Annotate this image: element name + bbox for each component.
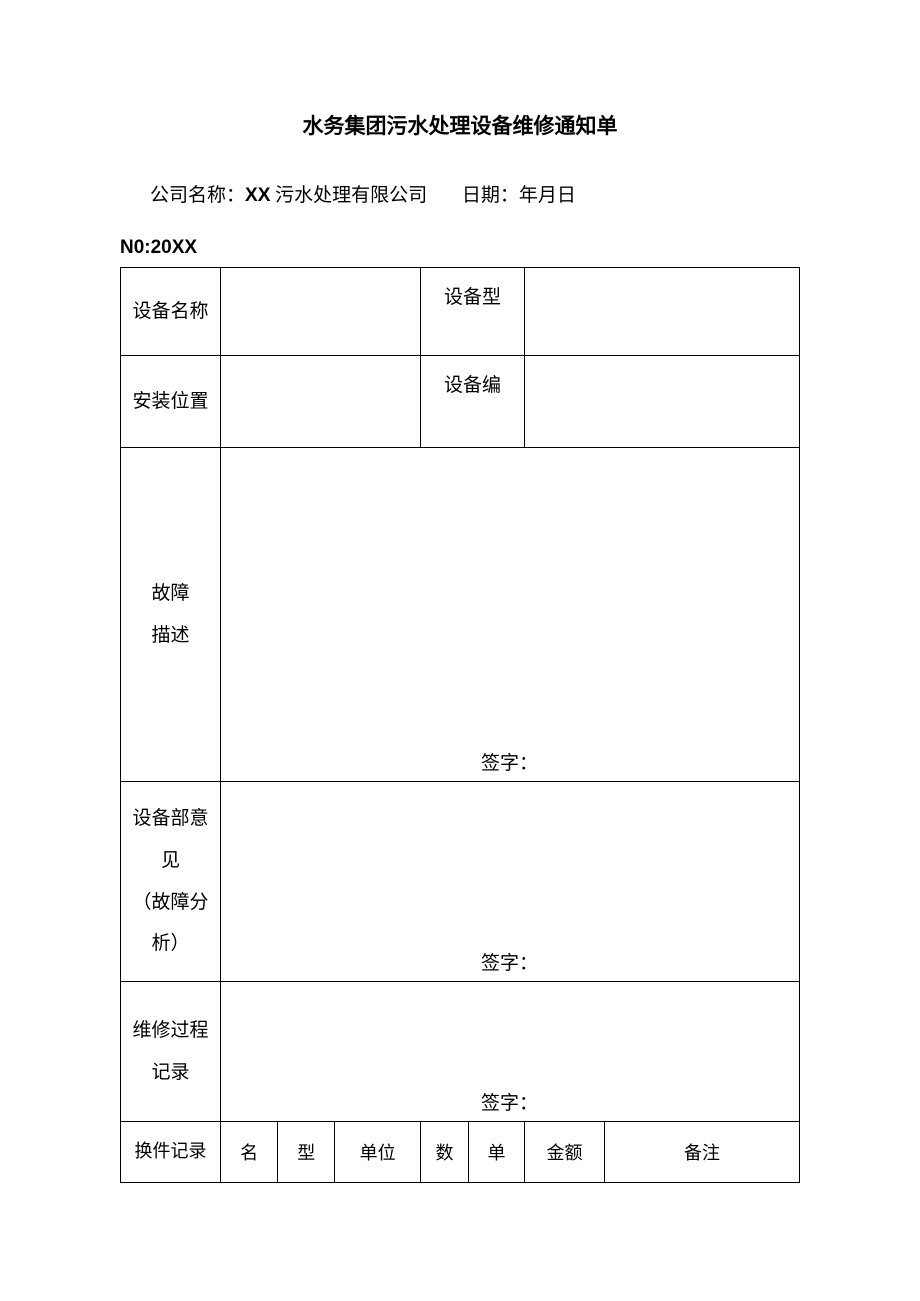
repair-record-value: 签字： xyxy=(221,982,800,1122)
dept-opinion-line2: 见 xyxy=(129,840,212,882)
header-line: 公司名称：XX 污水处理有限公司 日期：年月日 xyxy=(120,180,800,207)
equipment-model-label: 设备型 xyxy=(421,268,525,356)
dept-opinion-label: 设备部意 见 （故障分 析） xyxy=(121,782,221,982)
parts-col-model: 型 xyxy=(278,1122,335,1183)
company-name-bold: XX xyxy=(245,185,270,206)
signature-label: 签字： xyxy=(481,1093,538,1114)
parts-record-label: 换件记录 xyxy=(121,1122,221,1183)
table-row: 安装位置 设备编 xyxy=(121,356,800,448)
dept-opinion-line4: 析） xyxy=(129,923,212,965)
date-label: 日期：年月日 xyxy=(462,185,576,206)
signature-label: 签字： xyxy=(481,953,538,974)
table-row: 维修过程 记录 签字： xyxy=(121,982,800,1122)
repair-record-label: 维修过程 记录 xyxy=(121,982,221,1122)
company-label: 公司名称： xyxy=(150,185,245,206)
parts-col-price: 单 xyxy=(469,1122,525,1183)
equipment-name-label: 设备名称 xyxy=(121,268,221,356)
equipment-code-value xyxy=(525,356,800,448)
install-location-label: 安装位置 xyxy=(121,356,221,448)
equipment-code-label: 设备编 xyxy=(421,356,525,448)
fault-desc-line2: 描述 xyxy=(129,615,212,657)
dept-opinion-line3: （故障分 xyxy=(129,882,212,924)
maintenance-form-table: 设备名称 设备型 安装位置 设备编 故障 描述 签字： 设备部意 见 （故障分 … xyxy=(120,267,800,1183)
equipment-name-value xyxy=(221,268,421,356)
dept-opinion-line1: 设备部意 xyxy=(129,798,212,840)
parts-col-remark: 备注 xyxy=(605,1122,800,1183)
repair-record-line1: 维修过程 xyxy=(129,1010,212,1052)
dept-opinion-value: 签字： xyxy=(221,782,800,982)
equipment-model-value xyxy=(525,268,800,356)
repair-record-line2: 记录 xyxy=(129,1052,212,1094)
company-suffix: 污水处理有限公司 xyxy=(270,185,427,206)
install-location-value xyxy=(221,356,421,448)
table-row: 换件记录 名 型 单位 数 单 金额 备注 xyxy=(121,1122,800,1183)
table-row: 设备部意 见 （故障分 析） 签字： xyxy=(121,782,800,982)
document-number: N0:20XX xyxy=(120,237,800,259)
table-row: 设备名称 设备型 xyxy=(121,268,800,356)
parts-col-qty: 数 xyxy=(421,1122,469,1183)
parts-col-amount: 金额 xyxy=(525,1122,605,1183)
table-row: 故障 描述 签字： xyxy=(121,448,800,782)
fault-description-value: 签字： xyxy=(221,448,800,782)
parts-col-name: 名 xyxy=(221,1122,278,1183)
parts-col-unit: 单位 xyxy=(335,1122,421,1183)
document-title: 水务集团污水处理设备维修通知单 xyxy=(120,110,800,140)
fault-description-label: 故障 描述 xyxy=(121,448,221,782)
fault-desc-line1: 故障 xyxy=(129,573,212,615)
signature-label: 签字： xyxy=(481,753,538,774)
